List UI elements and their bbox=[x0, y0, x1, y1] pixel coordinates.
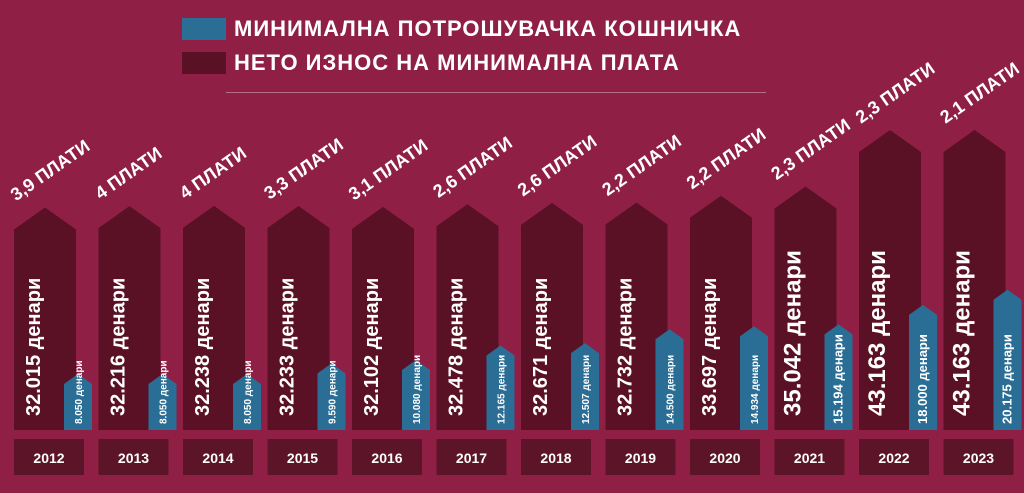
year-label: 2021 bbox=[794, 450, 825, 466]
basket-value-label: 8.050 денари bbox=[74, 360, 85, 424]
basket-value-label: 12.507 денари bbox=[581, 355, 592, 424]
ratio-label: 2,3 ПЛАТИ bbox=[767, 115, 854, 184]
salary-value-label: 32.238 денари bbox=[192, 278, 214, 416]
ratio-label: 3,3 ПЛАТИ bbox=[260, 134, 347, 203]
year-label: 2020 bbox=[709, 450, 740, 466]
basket-value-label: 14.934 денари bbox=[750, 355, 761, 424]
ratio-label: 4 ПЛАТИ bbox=[176, 143, 250, 203]
year-label: 2017 bbox=[456, 450, 487, 466]
ratio-label: 2,3 ПЛАТИ bbox=[852, 58, 939, 127]
salary-value-label: 35.042 денари bbox=[780, 250, 807, 416]
basket-value-label: 8.050 денари bbox=[159, 360, 170, 424]
basket-value-label: 15.194 денари bbox=[831, 334, 846, 424]
salary-value-label: 32.732 денари bbox=[615, 278, 637, 416]
year-label: 2016 bbox=[371, 450, 402, 466]
basket-value-label: 10.080 денари bbox=[412, 355, 423, 424]
salary-value-label: 32.015 денари bbox=[23, 278, 45, 416]
salary-value-label: 32.216 денари bbox=[108, 278, 130, 416]
year-label: 2013 bbox=[118, 450, 149, 466]
year-label: 2012 bbox=[33, 450, 64, 466]
ratio-label: 2,2 ПЛАТИ bbox=[683, 124, 770, 193]
basket-value-label: 18.000 денари bbox=[915, 334, 930, 424]
salary-value-label: 32.478 денари bbox=[446, 278, 468, 416]
salary-value-label: 32.233 денари bbox=[277, 278, 299, 416]
year-label: 2022 bbox=[878, 450, 909, 466]
ratio-label: 4 ПЛАТИ bbox=[91, 143, 165, 203]
ratio-label: 2,6 ПЛАТИ bbox=[514, 131, 601, 200]
ratio-label: 2,6 ПЛАТИ bbox=[429, 133, 516, 202]
ratio-label: 3,1 ПЛАТИ bbox=[345, 135, 432, 204]
ratio-label: 3,9 ПЛАТИ bbox=[7, 136, 94, 205]
basket-value-label: 9.590 денари bbox=[328, 360, 339, 424]
year-label: 2014 bbox=[202, 450, 233, 466]
basket-value-label: 20.175 денари bbox=[1000, 334, 1015, 424]
salary-value-label: 32.671 денари bbox=[530, 278, 552, 416]
basket-value-label: 12.165 денари bbox=[497, 355, 508, 424]
salary-value-label: 43.163 денари bbox=[949, 250, 976, 416]
salary-value-label: 33.697 денари bbox=[699, 278, 721, 416]
ratio-label: 2,1 ПЛАТИ bbox=[936, 58, 1023, 127]
basket-value-label: 8.050 денари bbox=[243, 360, 254, 424]
basket-value-label: 14.500 денари bbox=[666, 355, 677, 424]
salary-value-label: 32.102 денари bbox=[361, 278, 383, 416]
year-label: 2018 bbox=[540, 450, 571, 466]
year-label: 2015 bbox=[287, 450, 318, 466]
year-label: 2023 bbox=[963, 450, 994, 466]
ratio-label: 2,2 ПЛАТИ bbox=[598, 131, 685, 200]
salary-value-label: 43.163 денари bbox=[864, 250, 891, 416]
year-label: 2019 bbox=[625, 450, 656, 466]
